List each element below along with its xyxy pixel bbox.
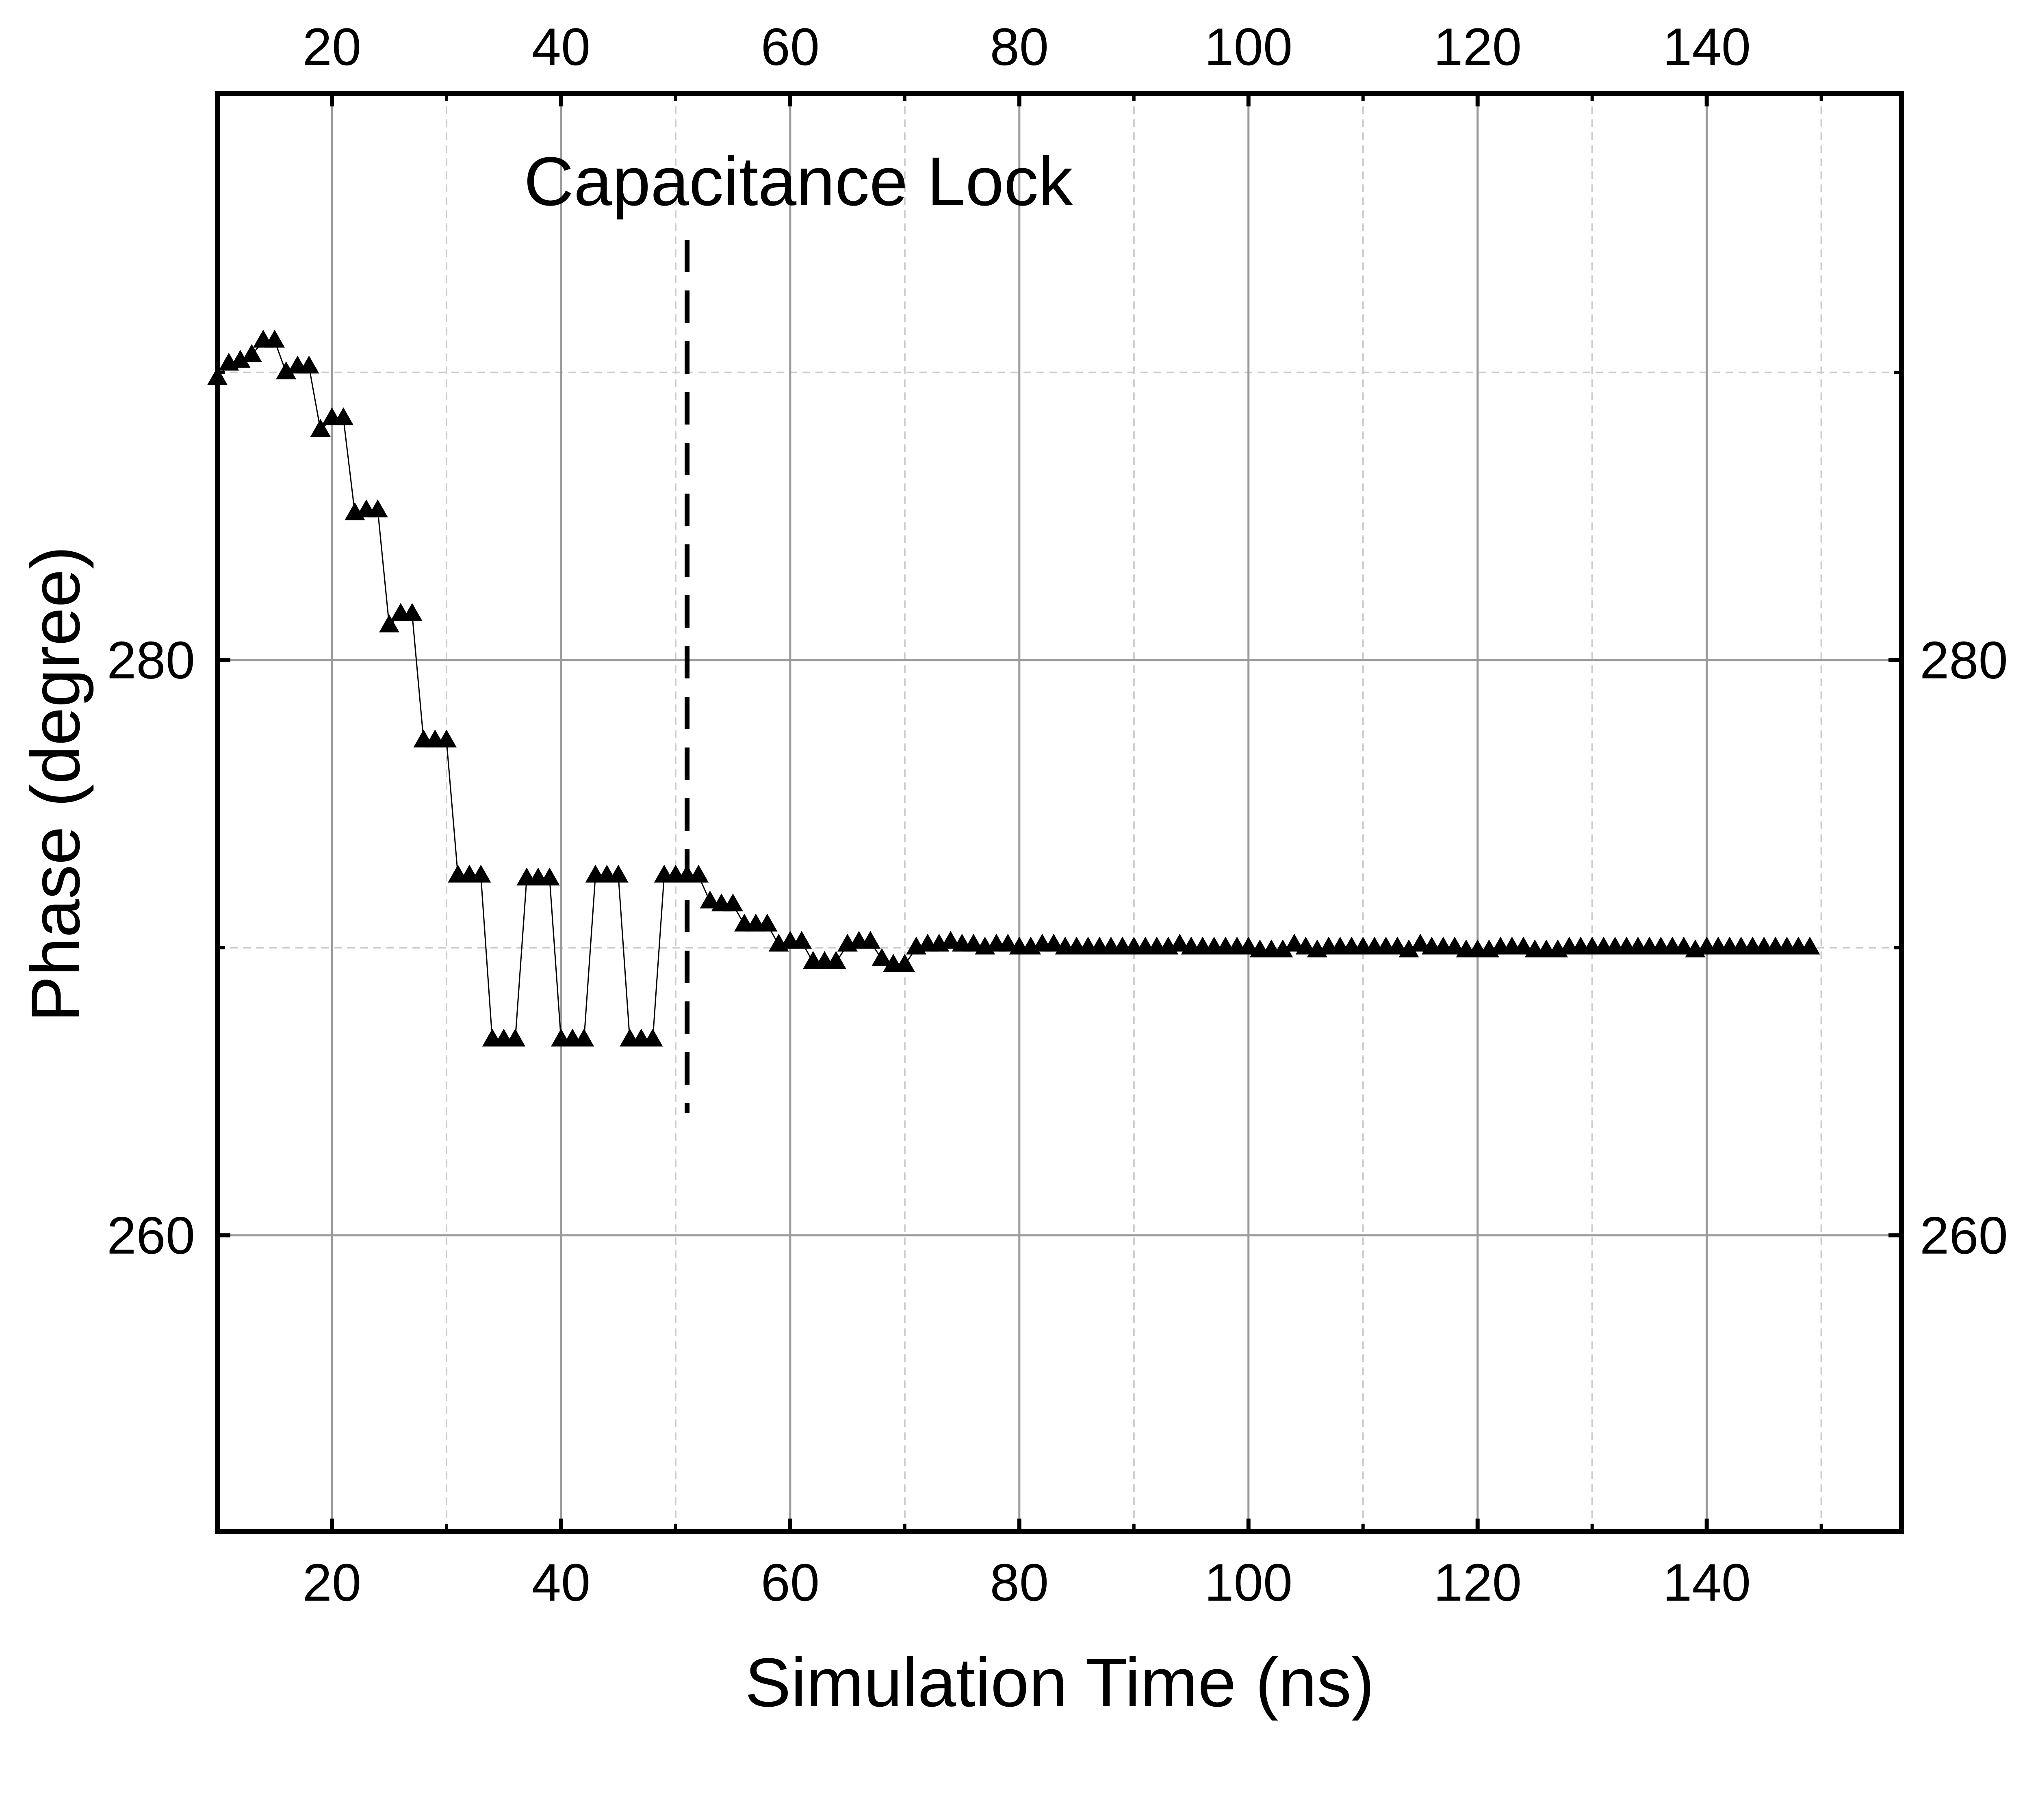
x-tick-label-bottom: 140: [1663, 1553, 1751, 1612]
data-point-marker: [826, 951, 846, 969]
y-axis-title: Phase (degree): [17, 546, 94, 1022]
data-point-marker: [310, 419, 331, 437]
x-tick-label-top: 120: [1433, 17, 1522, 76]
data-point-marker: [505, 1029, 526, 1047]
data-point-marker: [722, 893, 743, 912]
data-point-marker: [230, 350, 251, 368]
data-point-marker: [963, 934, 984, 952]
axis-ticks: [217, 93, 1901, 1532]
data-point-marker: [894, 953, 915, 972]
x-tick-label-bottom: 80: [990, 1553, 1049, 1612]
data-point-marker: [1800, 936, 1820, 955]
capacitance-lock-label: Capacitance Lock: [524, 143, 1073, 220]
data-point-marker: [1238, 936, 1259, 955]
x-tick-label-bottom: 40: [532, 1553, 591, 1612]
data-point-marker: [997, 934, 1018, 952]
y-tick-label-right: 280: [1920, 630, 2008, 690]
tick-labels: 20 20 40 40 60 60 80 80 100 100 120 120 140 140 260 260…: [107, 17, 2008, 1612]
data-point-marker: [872, 948, 892, 966]
data-point-marker: [791, 931, 812, 949]
data-point-marker: [276, 361, 297, 379]
data-point-marker: [1387, 936, 1408, 955]
x-tick-label-bottom: 20: [303, 1553, 362, 1612]
data-point-marker: [299, 355, 319, 374]
data-point-marker: [402, 603, 423, 621]
series-line: [217, 340, 1810, 1040]
data-point-marker: [757, 913, 778, 932]
major-grid: [217, 93, 1901, 1532]
data-point-marker: [574, 1029, 594, 1047]
data-point-marker: [940, 931, 961, 949]
x-tick-label-top: 100: [1204, 17, 1292, 76]
data-point-marker: [1043, 934, 1064, 952]
minor-grid: [217, 93, 1901, 1532]
x-tick-label-top: 20: [303, 17, 362, 76]
data-point-marker: [367, 499, 388, 518]
data-point-marker: [539, 867, 560, 886]
data-point-marker: [860, 931, 881, 949]
data-point-marker: [1284, 934, 1305, 952]
data-point-marker: [1398, 939, 1419, 958]
data-point-marker: [608, 864, 629, 883]
data-point-marker: [1513, 936, 1534, 955]
data-point-marker: [333, 407, 354, 425]
x-axis-title: Simulation Time (ns): [745, 1644, 1374, 1721]
y-tick-label-right: 260: [1920, 1206, 2008, 1265]
plot-frame: [215, 91, 1904, 1534]
data-point-marker: [1410, 934, 1431, 952]
x-tick-label-bottom: 120: [1433, 1553, 1522, 1612]
data-point-marker: [379, 614, 399, 633]
data-point-marker: [1295, 936, 1316, 955]
data-point-marker: [1674, 936, 1694, 955]
data-point-marker: [642, 1029, 663, 1047]
x-tick-label-top: 60: [761, 17, 820, 76]
x-tick-label-top: 140: [1663, 17, 1751, 76]
data-point-marker: [470, 864, 491, 883]
data-point-marker: [436, 729, 457, 748]
y-tick-label-left: 280: [107, 630, 195, 690]
series-phase: [207, 329, 1820, 1047]
y-tick-label-left: 260: [107, 1206, 195, 1265]
x-tick-label-bottom: 60: [761, 1553, 820, 1612]
x-tick-label-top: 80: [990, 17, 1049, 76]
data-point-marker: [1169, 934, 1190, 952]
data-point-marker: [241, 344, 262, 362]
x-tick-label-bottom: 100: [1204, 1553, 1292, 1612]
data-point-marker: [688, 864, 709, 883]
data-point-marker: [264, 329, 285, 348]
data-point-marker: [700, 890, 720, 909]
data-point-marker: [1444, 936, 1465, 955]
x-tick-label-top: 40: [532, 17, 591, 76]
data-point-marker: [1273, 939, 1293, 958]
